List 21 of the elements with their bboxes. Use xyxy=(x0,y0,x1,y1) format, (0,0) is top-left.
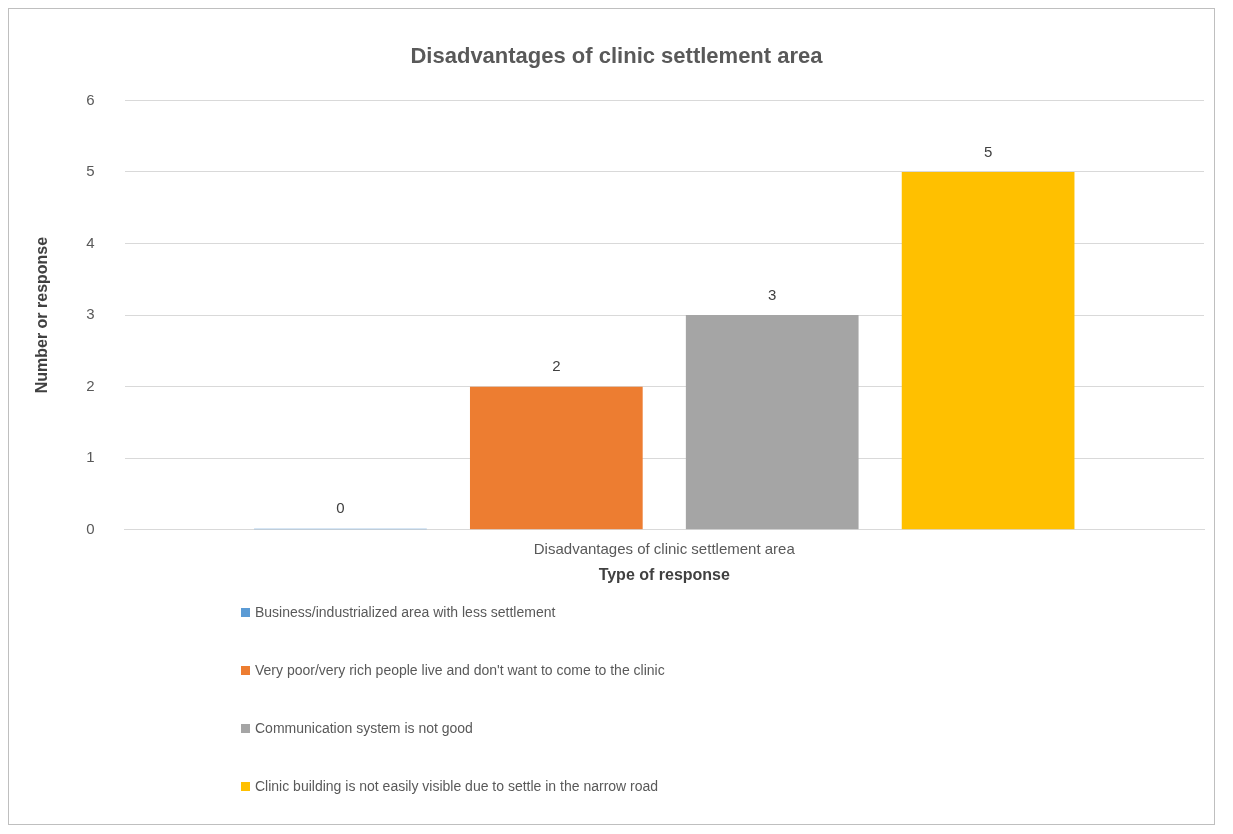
y-tick-label: 0 xyxy=(86,519,95,537)
data-label: 2 xyxy=(552,357,561,375)
data-label: 5 xyxy=(983,142,993,160)
data-label: 0 xyxy=(336,499,345,517)
legend-label: Business/industrialized area with less settlement xyxy=(255,604,556,620)
data-label: 3 xyxy=(768,285,777,303)
y-tick-label: 4 xyxy=(86,233,95,251)
y-tick-label: 3 xyxy=(86,305,95,323)
legend-label: Clinic building is not easily visible due to settle in the narrow road xyxy=(255,778,659,794)
bar xyxy=(469,386,643,530)
legend-label: Very poor/very rich people live and don't want to come to the clinic xyxy=(255,662,665,678)
y-tick-label: 2 xyxy=(86,376,95,394)
bar xyxy=(685,315,859,530)
bar xyxy=(901,171,1075,530)
y-tick-label: 5 xyxy=(86,162,95,180)
y-tick-label: 6 xyxy=(86,90,95,108)
chart-title: Disadvantages of clinic settlement area xyxy=(410,43,824,69)
x-axis-title: Type of response xyxy=(598,565,731,583)
y-tick-label: 1 xyxy=(86,448,95,466)
legend-label: Communication system is not good xyxy=(255,720,473,736)
y-axis-title: Number or response xyxy=(33,236,51,394)
